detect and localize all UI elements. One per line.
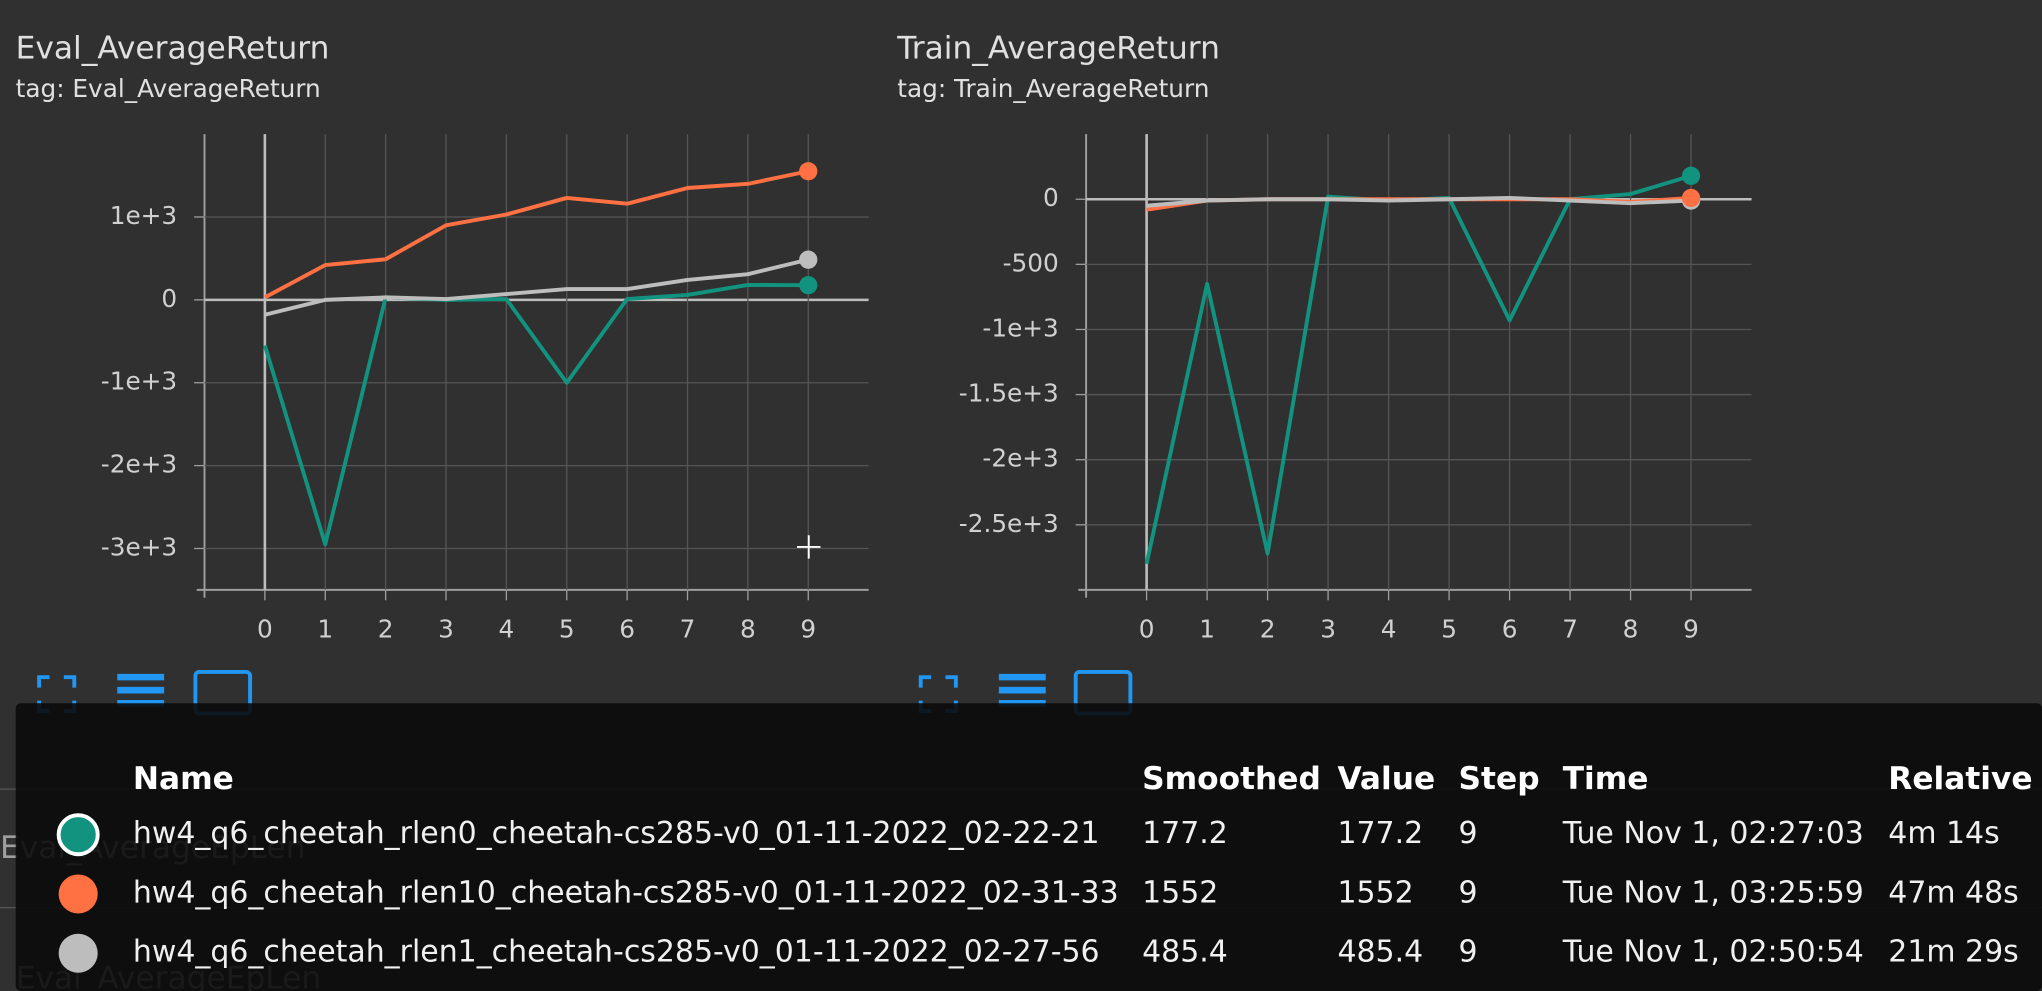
crosshair bbox=[797, 535, 821, 559]
y-tick-label: 0 bbox=[161, 284, 177, 313]
column-header: Relative bbox=[1888, 761, 2032, 797]
y-tick-label: 0 bbox=[1043, 183, 1059, 212]
fullscreen-icon[interactable] bbox=[918, 675, 958, 713]
series-end-point bbox=[799, 162, 818, 181]
column-header: Value bbox=[1337, 761, 1435, 797]
x-tick-label: 4 bbox=[499, 614, 515, 643]
column-header: Name bbox=[133, 761, 234, 797]
charts: Eval_AverageReturn tag: Eval_AverageRetur… bbox=[16, 30, 1752, 643]
table-cell: 21m 29s bbox=[1888, 935, 2018, 970]
column-header: Step bbox=[1459, 761, 1540, 797]
chart-subtitle: tag: Eval_AverageReturn bbox=[16, 74, 321, 103]
column-header: Smoothed bbox=[1142, 761, 1321, 797]
table-cell: 4m 14s bbox=[1888, 816, 1999, 851]
y-tick-label: -1e+3 bbox=[101, 367, 177, 396]
run-color-dot bbox=[58, 874, 98, 914]
x-tick-label: 7 bbox=[680, 614, 696, 643]
y-tick-label: -3e+3 bbox=[101, 532, 177, 561]
series-end-point bbox=[799, 250, 818, 269]
y-tick-label: -1e+3 bbox=[982, 313, 1058, 342]
series-line bbox=[263, 282, 809, 547]
x-tick-label: 3 bbox=[1320, 614, 1336, 643]
x-tick-label: 1 bbox=[317, 614, 333, 643]
table-cell: hw4_q6_cheetah_rlen10_cheetah-cs285-v0_0… bbox=[133, 875, 1119, 910]
series-end-point bbox=[1681, 166, 1701, 185]
y-tick-label: -2e+3 bbox=[982, 444, 1058, 473]
table-cell: 485.4 bbox=[1337, 935, 1423, 970]
run-color-dot bbox=[58, 933, 98, 973]
x-tick-label: 5 bbox=[559, 614, 575, 643]
table-cell: Tue Nov 1, 02:50:54 bbox=[1562, 935, 1864, 970]
y-tick-label: -2.5e+3 bbox=[959, 509, 1059, 538]
x-tick-label: 7 bbox=[1562, 614, 1578, 643]
x-tick-label: 9 bbox=[800, 614, 816, 643]
table-cell: 177.2 bbox=[1142, 816, 1228, 851]
series-end-point bbox=[799, 276, 818, 295]
tooltip-panel bbox=[15, 703, 2042, 991]
x-tick-label: 6 bbox=[619, 614, 635, 643]
series-line bbox=[1146, 195, 1692, 208]
chart-title: Eval_AverageReturn bbox=[16, 30, 330, 66]
chart: Train_AverageReturn tag: Train_AverageRet… bbox=[896, 30, 1752, 643]
table-cell: hw4_q6_cheetah_rlen1_cheetah-cs285-v0_01… bbox=[133, 935, 1100, 970]
x-tick-label: 8 bbox=[1623, 614, 1639, 643]
table-cell: 9 bbox=[1459, 875, 1478, 910]
y-tick-label: -1.5e+3 bbox=[959, 379, 1059, 408]
table-cell: 9 bbox=[1459, 935, 1478, 970]
table-cell: Tue Nov 1, 03:25:59 bbox=[1562, 875, 1864, 910]
x-tick-label: 0 bbox=[257, 614, 273, 643]
table-cell: 1552 bbox=[1142, 875, 1218, 910]
x-tick-label: 6 bbox=[1502, 614, 1518, 643]
x-tick-label: 9 bbox=[1683, 614, 1699, 643]
y-tick-label: 1e+3 bbox=[110, 201, 177, 230]
table-cell: 485.4 bbox=[1142, 935, 1228, 970]
y-tick-label: -500 bbox=[1003, 248, 1059, 277]
x-tick-label: 5 bbox=[1441, 614, 1457, 643]
x-tick-label: 4 bbox=[1381, 614, 1397, 643]
x-tick-label: 8 bbox=[740, 614, 756, 643]
series-line bbox=[263, 169, 809, 300]
table-cell: 9 bbox=[1459, 816, 1478, 851]
table-cell: 47m 48s bbox=[1888, 875, 2018, 910]
series-end-point bbox=[1681, 188, 1701, 208]
x-tick-label: 2 bbox=[1260, 614, 1276, 643]
y-tick-label: -2e+3 bbox=[101, 450, 177, 479]
table-cell: hw4_q6_cheetah_rlen0_cheetah-cs285-v0_01… bbox=[133, 816, 1100, 851]
x-tick-label: 1 bbox=[1199, 614, 1215, 643]
chart: Eval_AverageReturn tag: Eval_AverageRetur… bbox=[16, 30, 869, 643]
column-header: Time bbox=[1563, 761, 1649, 797]
series-line bbox=[264, 257, 809, 317]
run-color-dot bbox=[56, 813, 100, 857]
table-cell: Tue Nov 1, 02:27:03 bbox=[1562, 816, 1864, 851]
chart-subtitle: tag: Train_AverageReturn bbox=[897, 74, 1209, 103]
x-tick-label: 3 bbox=[438, 614, 454, 643]
x-tick-label: 2 bbox=[378, 614, 394, 643]
chart-title: Train_AverageReturn bbox=[896, 30, 1220, 66]
x-tick-label: 0 bbox=[1139, 614, 1155, 643]
table-cell: 177.2 bbox=[1337, 816, 1423, 851]
fullscreen-icon[interactable] bbox=[37, 675, 77, 713]
table-cell: 1552 bbox=[1337, 875, 1413, 910]
tooltip: Name Smoothed Value Step Time Relative hw4_q6_… bbox=[56, 761, 2033, 973]
